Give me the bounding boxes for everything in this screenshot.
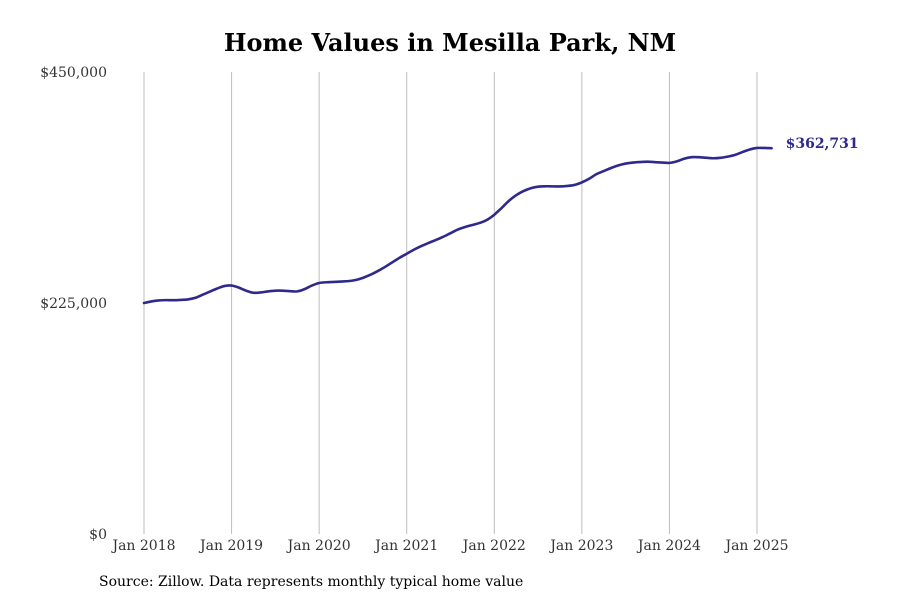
x-axis-ticks: Jan 2018 Jan 2019 Jan 2020 Jan 2021 Jan 2022… — [110, 538, 788, 554]
x-tick-label: Jan 2018 — [110, 538, 175, 554]
x-tick-label: Jan 2019 — [198, 538, 263, 554]
series-layer — [142, 146, 773, 305]
home-value-line — [142, 146, 773, 305]
x-tick-label: Jan 2025 — [723, 538, 788, 554]
y-axis-ticks: $0 $225,000 $450,000 — [40, 65, 107, 543]
grid-layer — [143, 72, 758, 534]
x-tick-label: Jan 2022 — [461, 538, 526, 554]
x-tick-label: Jan 2021 — [373, 538, 438, 554]
y-tick-label: $225,000 — [40, 296, 107, 312]
x-tick-label: Jan 2020 — [286, 538, 351, 554]
y-tick-label: $450,000 — [40, 65, 107, 81]
end-value-label: $362,731 — [786, 136, 859, 152]
source-note: Source: Zillow. Data represents monthly … — [99, 574, 524, 590]
chart-title: Home Values in Mesilla Park, NM — [223, 28, 677, 57]
x-tick-label: Jan 2023 — [548, 538, 613, 554]
y-tick-label: $0 — [89, 527, 107, 543]
x-tick-label: Jan 2024 — [636, 538, 701, 554]
